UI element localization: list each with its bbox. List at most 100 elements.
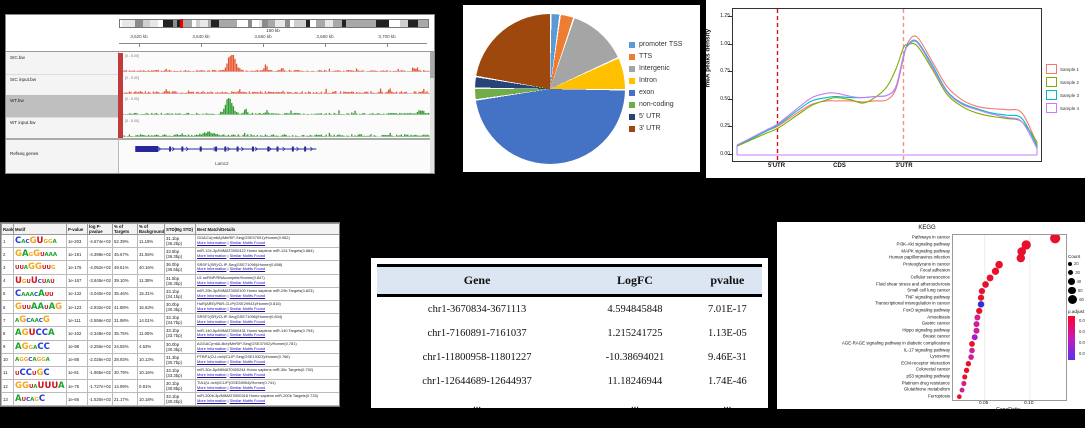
kegg-dot[interactable] xyxy=(973,321,980,328)
refseq-divider xyxy=(6,138,434,140)
kegg-dot[interactable] xyxy=(965,361,972,367)
kegg-dot[interactable] xyxy=(963,367,970,373)
kegg-count-legend-value: 20 xyxy=(1074,261,1079,266)
similar-motifs-link[interactable]: Similar Motifs Found xyxy=(229,371,266,377)
motif-value: 33.5bp (36.3bp) xyxy=(164,247,196,262)
similar-motifs-link[interactable]: Similar Motifs Found xyxy=(229,332,266,338)
pie-legend-item[interactable]: 3' UTR xyxy=(629,125,682,132)
kegg-dot[interactable] xyxy=(977,301,985,308)
kegg-dot[interactable] xyxy=(1016,253,1026,263)
kegg-dot[interactable] xyxy=(1050,233,1061,244)
pie-legend-item[interactable]: 5' UTR xyxy=(629,113,682,120)
motif-logo: CAAACAUU xyxy=(13,286,67,301)
motif-rank: 7 xyxy=(1,313,14,328)
kegg-dot[interactable] xyxy=(982,281,989,288)
kegg-dot[interactable] xyxy=(976,307,983,315)
motif-logo: CACGUGGA xyxy=(13,233,67,249)
kegg-dot[interactable] xyxy=(969,341,975,347)
kegg-dot[interactable] xyxy=(978,287,986,295)
kegg-dot[interactable] xyxy=(962,374,968,380)
kegg-dot[interactable] xyxy=(956,394,962,400)
density-y-tick-label: 0.50 xyxy=(720,95,730,102)
similar-motifs-link[interactable]: Similar Motifs Found xyxy=(229,385,266,391)
pie-legend-label: Intergenic xyxy=(639,65,670,72)
kegg-dot[interactable] xyxy=(1017,247,1027,256)
similar-motifs-link[interactable]: Similar Motifs Found xyxy=(229,358,266,364)
gene-table-row: chr1-3670834-3671113 4.594845848 7.01E-17 xyxy=(377,296,762,322)
motif-col-header: % of Background xyxy=(137,223,165,235)
more-information-link[interactable]: More Information xyxy=(197,279,227,285)
motif-value: 35.46% xyxy=(112,286,138,301)
refseq-track-label[interactable]: Refseq genes xyxy=(10,151,39,156)
density-legend-item[interactable]: Sample 3 xyxy=(1046,90,1079,100)
more-information-link[interactable]: More Information xyxy=(197,253,227,259)
gene-table-cell: chr1-12644689-12644937 xyxy=(422,375,532,387)
more-information-link[interactable]: More Information xyxy=(197,266,227,272)
similar-motifs-link[interactable]: Similar Motifs Found xyxy=(229,345,266,351)
track-label[interactable]: WT input.bw xyxy=(10,119,36,125)
motif-value: 33.1bp (34.7bp) xyxy=(164,313,196,328)
kegg-dot[interactable] xyxy=(1021,240,1031,250)
track-label[interactable]: SIC.bw xyxy=(10,55,25,60)
kegg-dot[interactable] xyxy=(986,274,994,282)
ideogram-band xyxy=(284,20,291,27)
motif-rank: 4 xyxy=(1,273,14,288)
track-label[interactable]: SIC input.bw xyxy=(10,76,37,82)
kegg-dot[interactable] xyxy=(973,327,980,334)
motif-rank: 6 xyxy=(1,299,14,315)
kegg-dot[interactable] xyxy=(974,314,981,321)
igv-scrollbar[interactable] xyxy=(430,52,434,173)
density-legend-item[interactable]: Sample 1 xyxy=(1046,64,1079,74)
motif-value: 1e-132 xyxy=(66,286,88,301)
more-information-link[interactable]: More Information xyxy=(197,332,227,338)
more-information-link[interactable]: More Information xyxy=(197,319,227,325)
kegg-x-tick-label: 0.10 xyxy=(1024,401,1034,406)
kegg-count-legend-value: 50 xyxy=(1077,288,1083,293)
more-information-link[interactable]: More Information xyxy=(197,385,227,391)
igv-scrollbar-thumb[interactable] xyxy=(430,52,434,78)
more-information-link[interactable]: More Information xyxy=(197,345,227,351)
more-information-link[interactable]: More Information xyxy=(197,371,227,377)
more-information-link[interactable]: More Information xyxy=(197,240,227,246)
kegg-dot[interactable] xyxy=(995,260,1003,269)
density-legend-item[interactable]: Sample 4 xyxy=(1046,103,1079,113)
more-information-link[interactable]: More Information xyxy=(197,306,227,312)
pie-legend-label: non-coding xyxy=(639,101,674,108)
pie-legend-item[interactable]: non-coding xyxy=(629,101,682,108)
similar-motifs-link[interactable]: Similar Motifs Found xyxy=(229,240,266,246)
more-information-link[interactable]: More Information xyxy=(197,358,227,364)
kegg-dot[interactable] xyxy=(971,334,978,341)
motif-col-header: P-value xyxy=(66,223,88,235)
similar-motifs-link[interactable]: Similar Motifs Found xyxy=(229,266,266,272)
similar-motifs-link[interactable]: Similar Motifs Found xyxy=(229,279,266,285)
pie-legend-item[interactable]: promoter TSS xyxy=(629,41,682,48)
coverage-track xyxy=(123,55,430,72)
kegg-dot[interactable] xyxy=(969,347,975,354)
more-information-link[interactable]: More Information xyxy=(197,398,227,404)
similar-motifs-link[interactable]: Similar Motifs Found xyxy=(229,292,266,298)
kegg-pathway-label: FoxO signaling pathway xyxy=(903,307,950,313)
similar-motifs-link[interactable]: Similar Motifs Found xyxy=(229,319,266,325)
motif-value: 40.16% xyxy=(137,260,165,275)
kegg-pathway-label: Fluid shear stress and atherosclerosis xyxy=(876,281,950,286)
similar-motifs-link[interactable]: Similar Motifs Found xyxy=(229,253,266,259)
pie-legend-item[interactable]: TTS xyxy=(629,53,682,60)
ideogram-band xyxy=(354,20,368,27)
pie-legend-item[interactable]: Intron xyxy=(629,77,682,84)
density-legend-item[interactable]: Sample 2 xyxy=(1046,77,1079,87)
kegg-pathway-label: Ferroptosis xyxy=(928,393,950,399)
more-information-link[interactable]: More Information xyxy=(197,292,227,298)
kegg-dot[interactable] xyxy=(977,294,985,301)
pie-legend-item[interactable]: Intergenic xyxy=(629,65,682,72)
kegg-padjust-value: 0.003 xyxy=(1079,340,1085,345)
similar-motifs-link[interactable]: Similar Motifs Found xyxy=(229,306,266,312)
kegg-dot[interactable] xyxy=(959,387,965,393)
track-label[interactable]: WT.bw xyxy=(10,98,24,103)
ruler-tick xyxy=(139,43,140,47)
kegg-dot[interactable] xyxy=(991,267,1000,275)
kegg-dot[interactable] xyxy=(961,380,967,387)
pie-legend-item[interactable]: exon xyxy=(629,89,682,96)
kegg-dot[interactable] xyxy=(968,354,974,360)
ideogram-band xyxy=(261,20,268,27)
similar-motifs-link[interactable]: Similar Motifs Found xyxy=(229,398,266,404)
